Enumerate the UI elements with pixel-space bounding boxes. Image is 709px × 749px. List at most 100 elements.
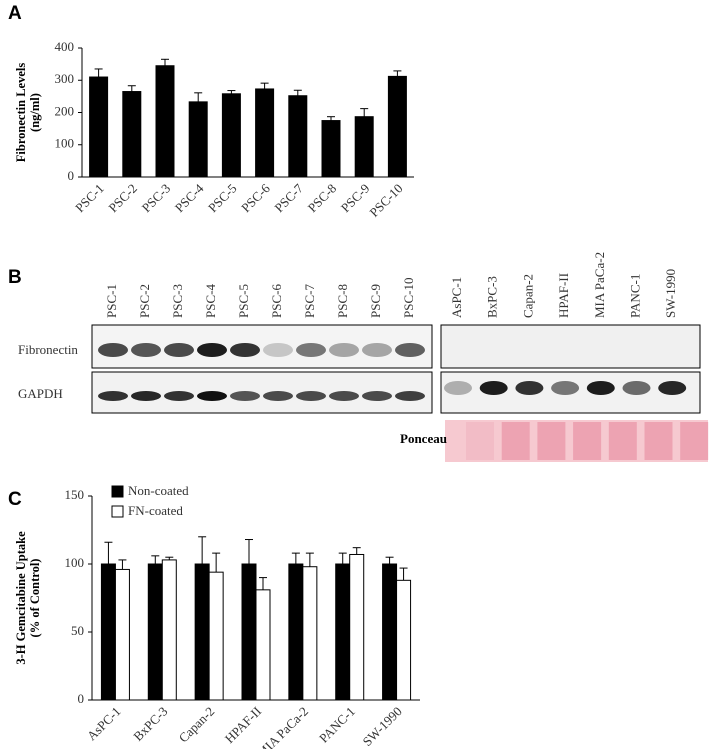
ponceau-lane xyxy=(644,422,673,460)
lane-label: HPAF-II xyxy=(556,273,571,318)
legend-swatch xyxy=(111,505,124,518)
band xyxy=(98,391,128,401)
bar xyxy=(208,571,224,701)
band xyxy=(263,343,293,357)
y-tick-label: 300 xyxy=(55,71,75,86)
band xyxy=(197,391,227,401)
x-tick-label: PANC-1 xyxy=(316,704,358,746)
ponceau-lane xyxy=(573,422,602,460)
bar xyxy=(221,93,241,178)
x-tick-label: SW-1990 xyxy=(359,704,404,749)
x-tick-label: PSC-4 xyxy=(172,180,207,215)
bar xyxy=(100,563,116,701)
band xyxy=(362,343,392,357)
bar xyxy=(255,589,271,701)
x-tick-label: PSC-3 xyxy=(139,181,174,216)
y-tick-label: 100 xyxy=(65,555,85,570)
lane-label: PSC-2 xyxy=(137,284,152,318)
y-axis-label: (ng/ml) xyxy=(28,93,42,132)
y-tick-label: 0 xyxy=(78,691,85,706)
y-tick-label: 100 xyxy=(55,136,75,151)
bar xyxy=(382,563,398,701)
band xyxy=(164,391,194,401)
lane-label: BxPC-3 xyxy=(485,276,500,318)
lane-label: PSC-4 xyxy=(203,284,218,318)
band xyxy=(395,391,425,401)
bar xyxy=(155,65,175,178)
lane-label: PSC-6 xyxy=(269,284,284,318)
bar xyxy=(114,568,130,701)
bar xyxy=(335,563,351,701)
lane-label: Capan-2 xyxy=(520,274,535,318)
legend-label: Non-coated xyxy=(128,483,189,498)
band xyxy=(658,381,687,395)
x-tick-label: Capan-2 xyxy=(176,704,218,746)
x-tick-label: PSC-8 xyxy=(305,181,340,216)
band xyxy=(296,343,326,357)
lane-label: PSC-9 xyxy=(368,284,383,318)
panel-label: A xyxy=(8,3,22,24)
x-tick-label: PSC-10 xyxy=(366,181,405,220)
bar xyxy=(122,91,142,178)
band xyxy=(131,343,161,357)
legend-swatch xyxy=(111,485,124,498)
x-tick-label: PSC-1 xyxy=(72,181,107,216)
band xyxy=(131,391,161,401)
lane-label: PSC-8 xyxy=(335,284,350,318)
bar xyxy=(161,559,177,701)
x-tick-label: PSC-2 xyxy=(105,181,140,216)
x-tick-label: AsPC-1 xyxy=(84,704,124,744)
bar xyxy=(354,116,374,178)
lane-label: PSC-5 xyxy=(236,284,251,318)
band xyxy=(444,381,472,395)
bar xyxy=(302,566,318,701)
band xyxy=(515,381,544,395)
y-axis-label: 3-H Gemcitabine Uptake xyxy=(14,531,28,665)
bar xyxy=(89,76,109,178)
y-tick-label: 150 xyxy=(65,487,85,502)
y-tick-label: 0 xyxy=(68,168,75,183)
band xyxy=(329,343,359,357)
lane-label: PANC-1 xyxy=(627,274,642,318)
band xyxy=(263,391,293,401)
band xyxy=(296,391,326,401)
lane-label: SW-1990 xyxy=(663,269,678,318)
band xyxy=(586,381,615,395)
bar xyxy=(194,563,210,701)
x-tick-label: BxPC-3 xyxy=(130,704,170,744)
x-tick-label: PSC-6 xyxy=(238,180,273,215)
bar xyxy=(288,563,304,701)
bar xyxy=(387,75,407,178)
bar xyxy=(147,563,163,701)
y-tick-label: 50 xyxy=(71,623,84,638)
lane-label: MIA PaCa-2 xyxy=(592,252,607,318)
lane-label: AsPC-1 xyxy=(449,277,464,318)
lane-label: PSC-1 xyxy=(104,284,119,318)
x-tick-label: MIA PaCa-2 xyxy=(254,704,311,749)
band xyxy=(98,343,128,357)
x-tick-label: PSC-5 xyxy=(205,181,240,216)
row-label: Fibronectin xyxy=(18,342,78,357)
bar xyxy=(241,563,257,701)
bar xyxy=(349,553,365,701)
ponceau-lane xyxy=(537,422,566,460)
band xyxy=(551,381,580,395)
x-tick-label: PSC-7 xyxy=(271,180,306,215)
x-tick-label: HPAF-II xyxy=(222,704,264,746)
ponceau-lane xyxy=(608,422,637,460)
lane-label: PSC-10 xyxy=(401,278,416,318)
bar xyxy=(321,120,341,178)
band xyxy=(479,381,508,395)
row-label: GAPDH xyxy=(18,386,63,401)
bar xyxy=(288,95,308,178)
y-axis-label: Fibronectin Levels xyxy=(14,63,28,163)
lane-label: PSC-3 xyxy=(170,284,185,318)
band xyxy=(622,381,651,395)
panel-label: C xyxy=(8,489,22,510)
band xyxy=(230,391,260,401)
band xyxy=(197,343,227,357)
band xyxy=(362,391,392,401)
ponceau-lane xyxy=(680,422,709,460)
blot-box xyxy=(440,324,701,369)
bar xyxy=(396,579,412,701)
